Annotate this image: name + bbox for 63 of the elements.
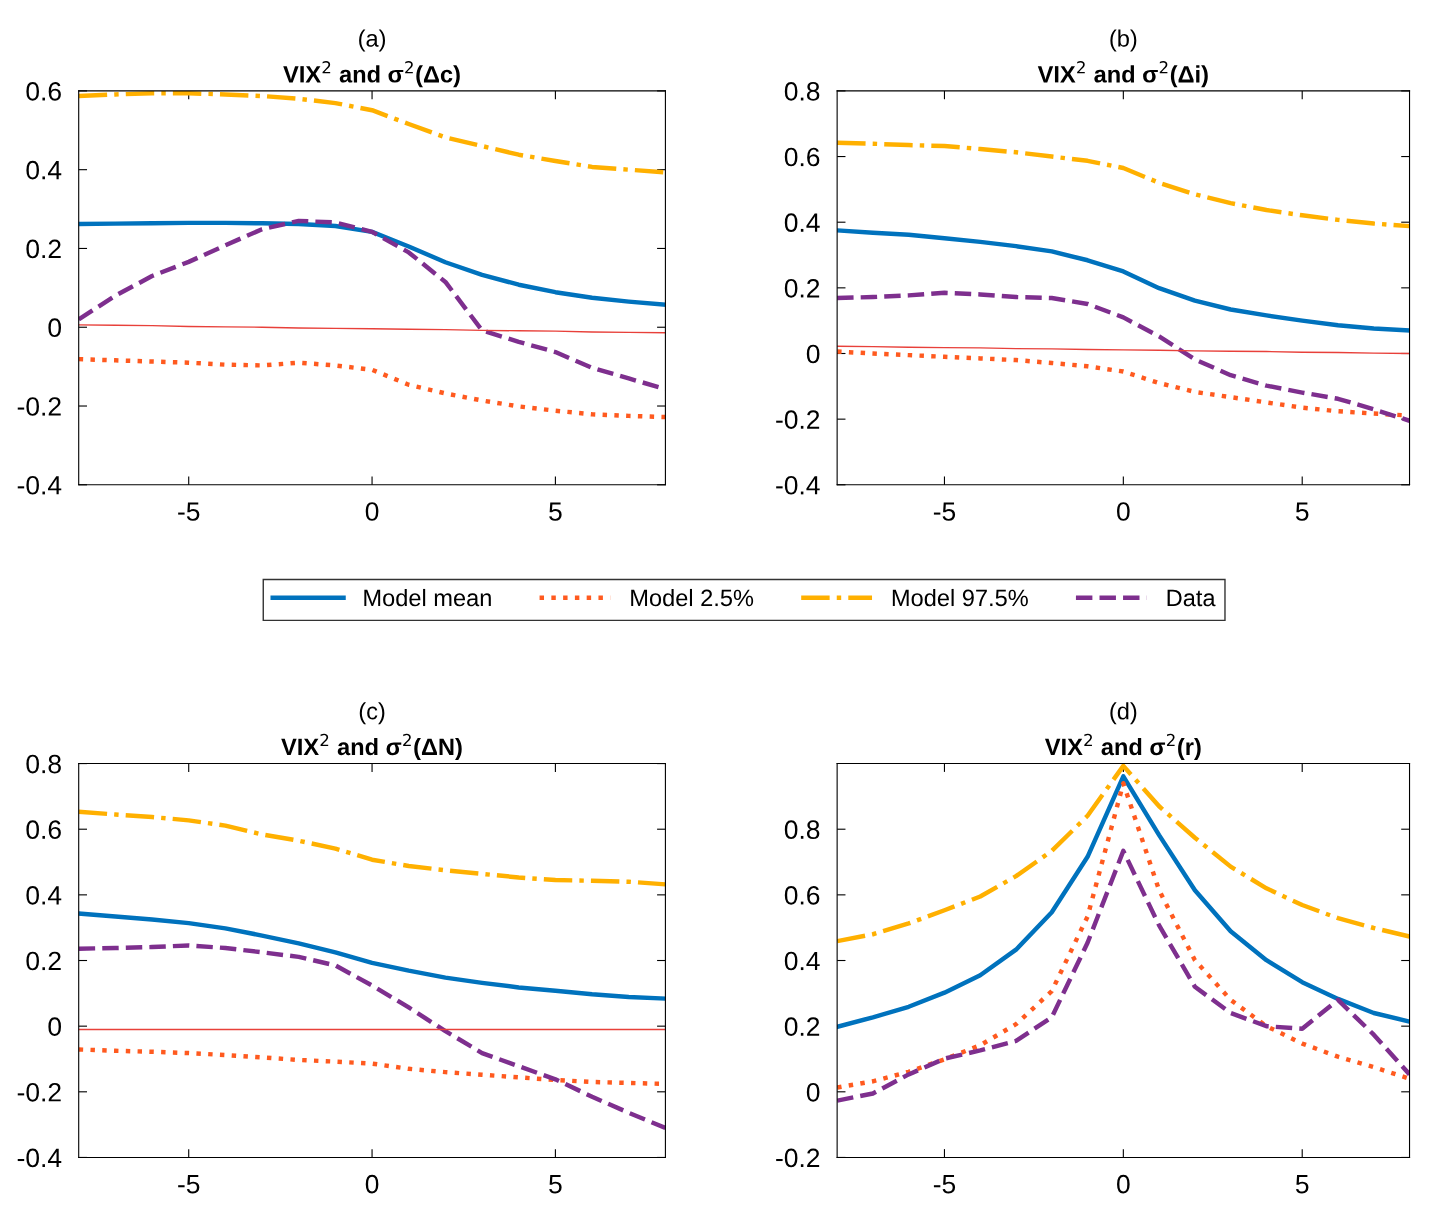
line-series: [837, 781, 1410, 1090]
x-tick-label: -5: [178, 502, 200, 521]
y-tick-label: 0.4: [26, 160, 62, 180]
x-tick-label: 0: [365, 502, 379, 521]
y-tick-label: -0.2: [776, 1148, 820, 1168]
line-series: [837, 345, 1410, 355]
y-tick-label: -0.4: [776, 475, 820, 495]
line-series: [837, 228, 1410, 333]
line-series: [837, 848, 1410, 1103]
y-tick-label: 0.4: [26, 885, 62, 905]
chart-subtitle: VIX$^{2}$ and σ$^{2}$(Δc): [283, 61, 460, 88]
y-tick-label: 0.6: [26, 820, 61, 840]
y-tick-label: 0.4: [784, 951, 820, 971]
line-series: [78, 943, 666, 1131]
y-tick-label: 0.2: [26, 239, 61, 259]
x-tick-label: -5: [178, 1175, 200, 1194]
line-series: [837, 140, 1410, 229]
y-tick-label: 0.8: [784, 82, 820, 101]
x-tick-label: 5: [549, 502, 562, 521]
x-tick-label: 0: [1117, 502, 1130, 521]
x-tick-label: 0: [365, 1174, 379, 1194]
y-tick-label: -0.2: [17, 397, 61, 416]
legend-label: Model 97.5%: [892, 588, 1028, 607]
line-series: [78, 220, 666, 308]
y-tick-label: 0.6: [26, 82, 61, 101]
y-tick-label: 0.8: [26, 754, 61, 774]
legend-label: Model mean: [364, 588, 491, 607]
chart-title: (b): [1110, 29, 1137, 52]
x-tick-label: -5: [933, 502, 956, 521]
legend-label: Data: [1167, 589, 1216, 607]
y-tick-label: -0.2: [17, 1082, 61, 1102]
y-tick-label: 0.4: [784, 213, 820, 233]
y-tick-label: -0.4: [17, 475, 62, 495]
line-series: [78, 911, 666, 1001]
y-tick-label: 0: [48, 318, 62, 338]
line-series: [78, 324, 666, 334]
line-series: [837, 290, 1410, 424]
x-tick-label: 5: [549, 1175, 562, 1194]
y-tick-label: 0.2: [784, 278, 820, 298]
y-tick-label: 0.2: [26, 951, 61, 971]
chart-title: (c): [359, 702, 385, 725]
chart-title: (d): [1110, 702, 1137, 725]
y-tick-label: 0.6: [784, 885, 820, 905]
line-series: [837, 774, 1410, 1030]
y-tick-label: 0.8: [784, 820, 820, 840]
x-tick-label: 0: [1117, 1174, 1130, 1194]
y-tick-label: 0.6: [784, 147, 820, 167]
y-tick-label: 0: [806, 344, 820, 364]
chart-subtitle: VIX$^{2}$ and σ$^{2}$(r): [1044, 733, 1201, 760]
chart-subtitle: VIX$^{2}$ and σ$^{2}$(ΔN): [281, 733, 462, 760]
chart-subtitle: VIX$^{2}$ and σ$^{2}$(Δi): [1037, 61, 1208, 88]
y-tick-label: -0.2: [776, 410, 820, 429]
x-tick-label: -5: [933, 1175, 956, 1194]
x-tick-label: 5: [1295, 1175, 1309, 1194]
x-tick-label: 5: [1295, 502, 1309, 521]
chart-title: (a): [359, 29, 386, 52]
y-tick-label: 0.2: [784, 1017, 820, 1036]
y-tick-label: -0.4: [17, 1148, 62, 1168]
line-series: [78, 356, 666, 420]
y-tick-label: 0: [806, 1082, 820, 1102]
legend-label: Model 2.5%: [631, 588, 754, 607]
y-tick-label: 0: [48, 1017, 62, 1036]
line-series: [78, 809, 666, 887]
